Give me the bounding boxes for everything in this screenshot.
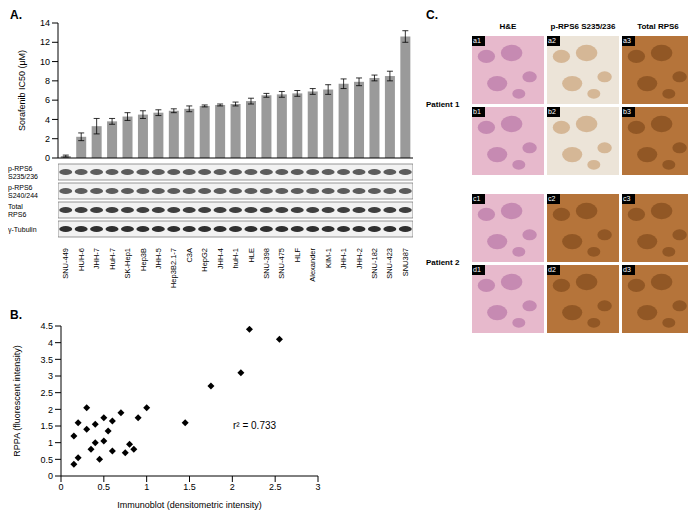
svg-text:Sorafenib IC50 (μM): Sorafenib IC50 (μM) [17, 50, 27, 131]
html-text:H&E: H&E [499, 22, 517, 31]
svg-text:JHH-4: JHH-4 [216, 248, 225, 269]
html-text:A.: A. [10, 8, 22, 22]
svg-text:SNU-398: SNU-398 [262, 248, 271, 279]
html-text:RPS6: RPS6 [8, 210, 27, 218]
svg-text:2: 2 [230, 482, 235, 492]
svg-text:JHH-7: JHH-7 [92, 248, 101, 269]
html-text:d1: d1 [473, 266, 481, 273]
html-text:c1: c1 [473, 195, 481, 202]
svg-text:2.5: 2.5 [269, 482, 282, 492]
svg-text:SNU-475: SNU-475 [277, 248, 286, 279]
svg-text:SK-Hep1: SK-Hep1 [123, 248, 132, 278]
svg-text:4: 4 [48, 338, 53, 348]
html-text:c3: c3 [623, 195, 631, 202]
svg-text:1: 1 [48, 438, 53, 448]
html-text:d3: d3 [623, 266, 631, 273]
svg-text:JHH-5: JHH-5 [154, 248, 163, 269]
html-text:C.: C. [426, 8, 438, 22]
svg-text:4.5: 4.5 [40, 321, 53, 331]
svg-text:HLF: HLF [293, 248, 302, 263]
html-text:p-RPS6: p-RPS6 [8, 164, 33, 172]
svg-text:3.5: 3.5 [40, 355, 53, 365]
svg-text:1.5: 1.5 [183, 482, 196, 492]
html-text:Total: Total [8, 202, 23, 210]
svg-text:0.5: 0.5 [98, 482, 111, 492]
svg-text:HUH-6: HUH-6 [77, 248, 86, 271]
html-text:γ-Tubulin: γ-Tubulin [8, 225, 37, 233]
svg-text:Hep3B2.1-7: Hep3B2.1-7 [169, 248, 178, 288]
svg-text:2.5: 2.5 [40, 388, 53, 398]
svg-text:4: 4 [45, 115, 50, 125]
svg-text:JHH-1: JHH-1 [339, 248, 348, 269]
svg-text:3: 3 [315, 482, 320, 492]
svg-text:0: 0 [58, 482, 63, 492]
svg-text:2: 2 [48, 405, 53, 415]
svg-text:RPPA (fluorescent intensity): RPPA (fluorescent intensity) [12, 345, 22, 456]
svg-text:0: 0 [48, 471, 53, 481]
svg-text:huH-1: huH-1 [231, 248, 240, 268]
svg-text:1.5: 1.5 [40, 421, 53, 431]
svg-text:0: 0 [45, 153, 50, 163]
svg-text:SNU-182: SNU-182 [370, 248, 379, 279]
html-text:p-RPS6: p-RPS6 [8, 183, 33, 191]
html-text:d2: d2 [548, 266, 556, 273]
svg-text:2: 2 [45, 134, 50, 144]
html-text:p-RPS6 S235/236: p-RPS6 S235/236 [550, 22, 616, 31]
svg-text:8: 8 [45, 76, 50, 86]
svg-text:10: 10 [40, 57, 50, 67]
svg-text:14: 14 [40, 18, 50, 28]
svg-text:Hep3B: Hep3B [139, 248, 148, 271]
html-text:b2: b2 [548, 108, 556, 115]
svg-text:SNU387: SNU387 [401, 248, 410, 276]
html-text:S235/236: S235/236 [8, 172, 38, 180]
svg-text:HepG2: HepG2 [200, 248, 209, 272]
html-text:S240/244: S240/244 [8, 191, 38, 199]
html-text:r² = 0.733: r² = 0.733 [233, 420, 277, 431]
html-text:Patient 1: Patient 1 [426, 100, 460, 109]
svg-text:SNU-449: SNU-449 [61, 248, 70, 279]
svg-text:HLE: HLE [247, 248, 256, 263]
html-text:b3: b3 [623, 108, 631, 115]
svg-text:3: 3 [48, 371, 53, 381]
html-text:c2: c2 [548, 195, 556, 202]
html-text:a1: a1 [473, 37, 481, 44]
html-text:b1: b1 [473, 108, 481, 115]
svg-text:12: 12 [40, 37, 50, 47]
svg-text:Immunoblot (densitometric inte: Immunoblot (densitometric intensity) [117, 500, 262, 510]
svg-text:SNU-423: SNU-423 [385, 248, 394, 279]
html-text:Patient 2: Patient 2 [426, 258, 460, 267]
html-text:a3: a3 [623, 37, 631, 44]
html-text:a2: a2 [548, 37, 556, 44]
svg-text:Alexander: Alexander [308, 248, 317, 282]
svg-text:0.5: 0.5 [40, 455, 53, 465]
svg-text:JHH-2: JHH-2 [355, 248, 364, 269]
svg-text:KIM-1: KIM-1 [324, 248, 333, 268]
html-text:B.: B. [10, 308, 22, 322]
html-text:Total RPS6: Total RPS6 [637, 22, 679, 31]
svg-text:HuH-7: HuH-7 [108, 248, 117, 270]
svg-text:6: 6 [45, 95, 50, 105]
svg-text:1: 1 [144, 482, 149, 492]
svg-text:C3A: C3A [185, 248, 194, 263]
